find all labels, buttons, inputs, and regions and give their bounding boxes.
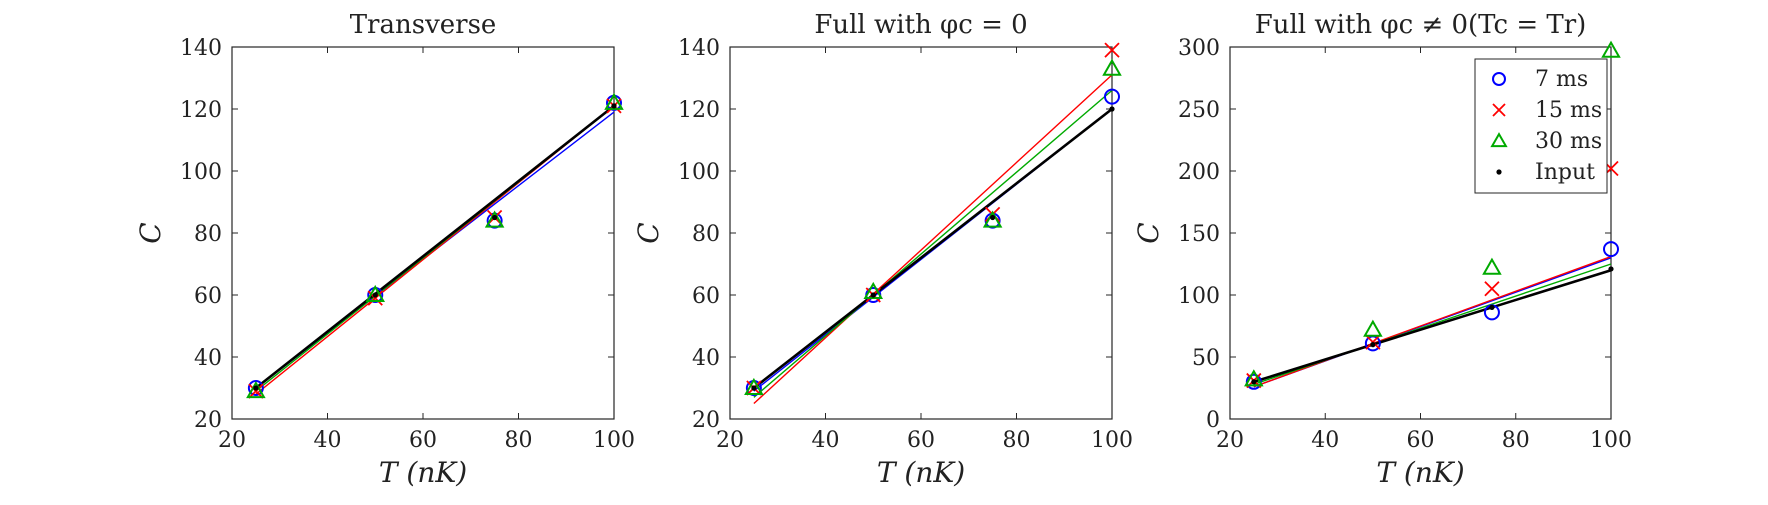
point-7-ms — [1104, 88, 1120, 105]
y-tick-label: 140 — [180, 36, 222, 61]
x-tick-label: 80 — [505, 428, 533, 453]
fit-line-input — [753, 107, 1113, 390]
x-axis-label: T (nK) — [379, 456, 467, 489]
point-30-ms — [484, 210, 505, 228]
legend-label: 15 ms — [1535, 98, 1602, 123]
legend-label: 30 ms — [1535, 129, 1602, 154]
y-tick-label: 60 — [692, 284, 720, 309]
x-tick-label: 60 — [907, 428, 935, 453]
x-tick-label: 80 — [1003, 428, 1031, 453]
point-30-ms — [1601, 40, 1621, 58]
point-input — [1489, 304, 1495, 310]
point-30-ms — [863, 281, 884, 299]
point-input — [372, 292, 378, 298]
point-input — [1370, 342, 1376, 348]
point-input — [1608, 266, 1614, 272]
x-tick-label: 80 — [1502, 428, 1530, 453]
y-tick-label: 0 — [1206, 408, 1220, 433]
point-input — [990, 214, 996, 221]
y-axis-label: C — [632, 222, 665, 243]
y-axis-label: C — [134, 222, 167, 243]
point-30-ms — [1244, 369, 1264, 387]
y-tick-label: 200 — [1178, 160, 1220, 185]
y-tick-label: 120 — [180, 98, 222, 123]
x-tick-label: 20 — [218, 428, 246, 453]
x-tick-label: 40 — [314, 428, 342, 453]
point-input — [492, 214, 498, 221]
y-tick-label: 100 — [1178, 284, 1220, 309]
panel-full-phi-nonzero: 20 40 60 80 100 0 50 100 150 200 250 300 Full with φ… — [1132, 10, 1632, 489]
panel-full-phi-zero: 20 40 60 80 100 20 40 60 80 100 120 140 Full with φc… — [632, 10, 1133, 489]
legend-marker-input — [1496, 169, 1502, 175]
point-30-ms — [365, 284, 386, 303]
fit-line-15-ms — [1253, 255, 1612, 388]
panel-transverse: 20 40 60 80 100 20 40 60 80 100 120 140 Transverse T … — [134, 10, 635, 489]
fit-line-input — [1253, 268, 1612, 384]
x-tick-label: 40 — [812, 428, 840, 453]
x-tick-label: 20 — [1216, 428, 1244, 453]
y-tick-label: 40 — [194, 346, 222, 371]
y-tick-label: 20 — [692, 408, 720, 433]
fit-line-30-ms — [753, 89, 1113, 398]
x-tick-label: 60 — [409, 428, 437, 453]
point-7-ms — [247, 380, 264, 396]
y-tick-label: 60 — [194, 284, 222, 309]
y-tick-label: 80 — [692, 222, 720, 247]
y-tick-label: 300 — [1178, 36, 1220, 61]
point-input — [253, 385, 259, 391]
x-tick-label: 20 — [716, 428, 744, 453]
point-30-ms — [246, 381, 266, 399]
point-input — [1109, 106, 1115, 112]
point-input — [751, 385, 757, 391]
point-15-ms — [248, 383, 264, 399]
y-tick-label: 80 — [194, 222, 222, 247]
x-tick-label: 60 — [1407, 428, 1435, 453]
chart-title: Full with φc ≠ 0(Tc = Tr) — [1255, 10, 1587, 40]
point-input — [611, 103, 617, 109]
legend-marker-30-ms — [1490, 132, 1508, 148]
fit-line-15-ms — [753, 74, 1113, 405]
point-30-ms — [604, 92, 624, 110]
legend-marker-15-ms — [1492, 103, 1506, 117]
point-7-ms — [1603, 241, 1619, 258]
chart-title: Full with φc = 0 — [814, 10, 1027, 40]
point-input — [1251, 379, 1257, 385]
legend-label: 7 ms — [1535, 67, 1588, 92]
point-30-ms — [982, 210, 1003, 228]
y-tick-label: 20 — [194, 408, 222, 433]
x-axis-label: T (nK) — [1376, 456, 1464, 489]
x-tick-label: 40 — [1311, 428, 1339, 453]
y-tick-label: 150 — [1178, 222, 1220, 247]
y-axis-label: C — [1132, 222, 1165, 243]
y-tick-label: 250 — [1178, 98, 1220, 123]
point-15-ms — [1484, 281, 1500, 297]
point-30-ms — [1102, 58, 1122, 76]
legend-label: Input — [1535, 160, 1595, 185]
x-axis-label: T (nK) — [877, 456, 965, 489]
chart-title: Transverse — [350, 10, 497, 40]
legend-marker-7-ms — [1492, 72, 1506, 86]
y-tick-label: 50 — [1192, 346, 1220, 371]
y-tick-label: 140 — [678, 36, 720, 61]
y-tick-label: 40 — [692, 346, 720, 371]
y-tick-label: 120 — [678, 98, 720, 123]
point-30-ms — [1482, 257, 1502, 275]
x-tick-label: 100 — [1590, 428, 1632, 453]
fit-line-input — [255, 104, 615, 390]
x-tick-label: 100 — [1091, 428, 1133, 453]
x-tick-label: 100 — [593, 428, 635, 453]
point-30-ms — [744, 377, 764, 396]
point-15-ms — [1104, 42, 1120, 58]
point-input — [870, 292, 876, 298]
y-tick-label: 100 — [678, 160, 720, 185]
y-tick-label: 100 — [180, 160, 222, 185]
point-30-ms — [1363, 319, 1383, 337]
